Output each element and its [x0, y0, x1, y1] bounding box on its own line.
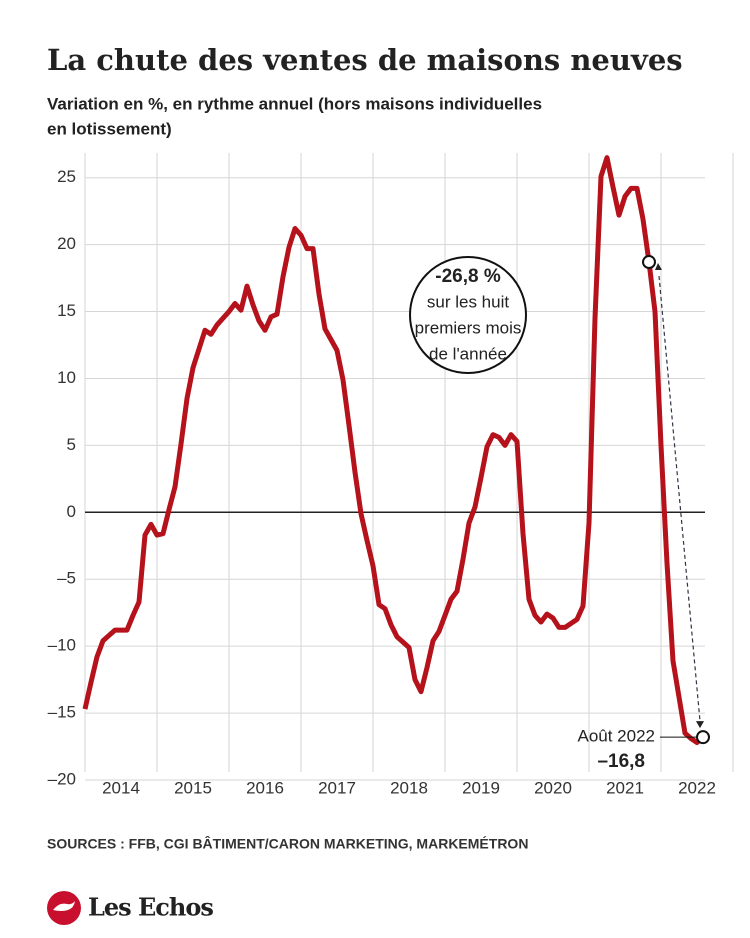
x-tick-label: 2015 — [174, 778, 212, 797]
y-tick-label: 5 — [67, 435, 76, 454]
x-tick-label: 2018 — [390, 778, 428, 797]
y-tick-label: 15 — [57, 301, 76, 320]
callout-headline: -26,8 % — [435, 266, 501, 287]
arrow-head — [655, 263, 662, 271]
point-marker — [696, 730, 710, 745]
end-label: Août 2022 — [577, 727, 655, 746]
chart-title: La chute des ventes de maisons neuves — [47, 43, 683, 77]
y-tick-label: 20 — [57, 234, 76, 253]
x-tick-label: 2019 — [462, 778, 500, 797]
x-tick-label: 2017 — [318, 778, 356, 797]
logo-bird — [53, 901, 75, 911]
y-tick-label: –15 — [48, 703, 76, 722]
x-tick-label: 2014 — [102, 778, 140, 797]
end-value: –16,8 — [597, 751, 645, 772]
callout-text: sur les huit — [427, 292, 509, 311]
logo: Les Echos — [47, 891, 214, 925]
point-marker — [642, 255, 656, 270]
callout-text: premiers mois — [415, 318, 522, 337]
x-tick-label: 2016 — [246, 778, 284, 797]
source: SOURCES : FFB, CGI BÂTIMENT/CARON MARKET… — [47, 835, 528, 852]
callout-text: de l'année — [429, 344, 507, 363]
x-tick-label: 2021 — [606, 778, 644, 797]
x-tick-label: 2020 — [534, 778, 572, 797]
y-tick-label: 25 — [57, 167, 76, 186]
y-tick-label: 10 — [57, 368, 76, 387]
subtitle: Variation en %, en rythme annuel (hors m… — [47, 94, 542, 113]
brand: Les Echos — [88, 893, 213, 922]
y-tick-label: –20 — [48, 769, 76, 788]
y-tick-label: –5 — [57, 569, 76, 588]
data-line — [82, 155, 705, 746]
y-tick-label: –10 — [48, 636, 76, 655]
dashed-arrow — [658, 275, 701, 722]
subtitle: en lotissement) — [47, 119, 172, 138]
y-tick-label: 0 — [67, 502, 76, 521]
arrow-head — [696, 721, 704, 729]
callout-circle — [409, 256, 527, 374]
x-tick-label: 2022 — [678, 778, 716, 797]
